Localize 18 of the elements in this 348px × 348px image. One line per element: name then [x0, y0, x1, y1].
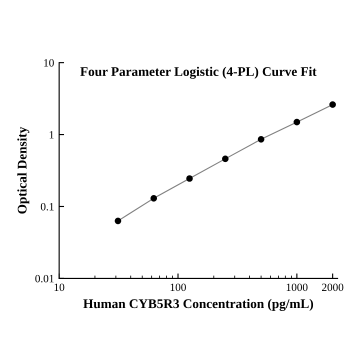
x-tick-label: 2000: [322, 284, 344, 292]
y-tick-label: 0.1: [40, 202, 54, 210]
chart-title: Four Parameter Logistic (4-PL) Curve Fit: [80, 66, 317, 79]
y-tick-label: 10: [44, 59, 54, 67]
point: [329, 101, 336, 108]
y-axis-title: Optical Density: [17, 126, 30, 214]
point: [114, 218, 122, 224]
point: [186, 175, 193, 182]
x-tick-label: 1000: [286, 284, 308, 292]
point: [294, 118, 300, 126]
x-axis-title: Human CYB5R3 Concentration (pg/mL): [83, 298, 314, 311]
point: [150, 194, 158, 202]
y-tick-label: 1: [50, 131, 54, 138]
y-tick-label: 0.01: [35, 274, 54, 282]
x-tick-label: 10: [54, 284, 64, 292]
point: [258, 136, 264, 143]
point: [222, 156, 229, 162]
x-tick-label: 100: [170, 284, 186, 292]
